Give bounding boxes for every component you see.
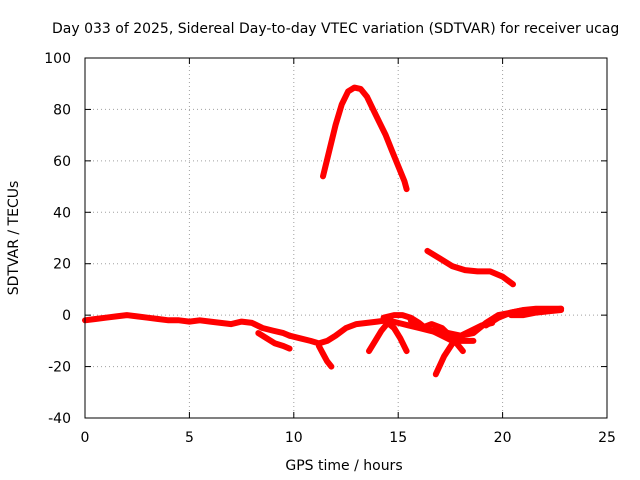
x-axis-label: GPS time / hours (285, 458, 402, 474)
y-tick-label: -20 (48, 360, 71, 376)
series-layer (82, 84, 565, 378)
y-tick-label: -40 (48, 411, 71, 427)
x-tick-label: 20 (494, 430, 512, 446)
y-tick-label: 20 (53, 257, 71, 273)
x-tick-label: 25 (598, 430, 616, 446)
series-trace-14 (508, 307, 565, 319)
axis-layer: 0 5 10 15 20 25 -40 -20 0 20 40 60 80 100 (44, 51, 616, 446)
y-axis-label: SDTVAR / TECUs (6, 181, 22, 296)
series-trace-10 (424, 247, 516, 288)
y-tick-label: 60 (53, 154, 71, 170)
chart-title: Day 033 of 2025, Sidereal Day-to-day VTE… (52, 21, 619, 37)
grid-layer (85, 58, 607, 418)
x-tick-label: 0 (81, 430, 90, 446)
y-tick-label: 100 (44, 51, 71, 67)
x-tick-label: 10 (285, 430, 303, 446)
y-tick-label: 0 (62, 308, 71, 324)
series-trace-1 (82, 312, 293, 339)
series-trace-3 (286, 317, 443, 347)
series-trace-5 (320, 84, 410, 193)
y-tick-label: 40 (53, 205, 71, 221)
series-trace-6 (366, 319, 410, 355)
series-trace-4 (315, 343, 335, 370)
y-tick-label: 80 (53, 102, 71, 118)
x-tick-label: 5 (185, 430, 194, 446)
x-tick-label: 15 (389, 430, 407, 446)
plot-frame (84, 57, 608, 419)
series-trace-2 (255, 330, 293, 352)
